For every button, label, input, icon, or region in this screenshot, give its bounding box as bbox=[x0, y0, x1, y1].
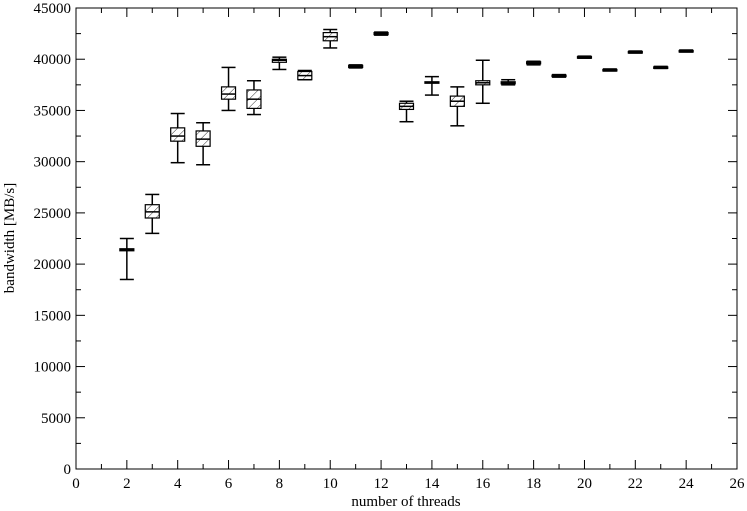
y-tick-label: 35000 bbox=[34, 103, 72, 119]
box-threads-2 bbox=[119, 237, 135, 281]
x-tick-label: 20 bbox=[577, 476, 592, 492]
x-tick-label: 14 bbox=[424, 476, 440, 492]
box-threads-23 bbox=[653, 65, 669, 70]
box-threads-24 bbox=[678, 49, 694, 53]
box-threads-12 bbox=[373, 31, 389, 36]
x-tick-label: 18 bbox=[526, 476, 541, 492]
y-tick-label: 10000 bbox=[34, 360, 72, 376]
box-threads-8 bbox=[271, 56, 287, 71]
box-threads-18 bbox=[526, 60, 542, 66]
box-threads-22 bbox=[627, 50, 643, 54]
box-threads-14 bbox=[424, 75, 440, 96]
x-tick-label: 2 bbox=[123, 476, 131, 492]
box-threads-11 bbox=[348, 64, 364, 69]
plot-area bbox=[119, 28, 694, 281]
x-tick-label: 10 bbox=[323, 476, 338, 492]
x-axis-label: number of threads bbox=[351, 494, 460, 510]
box-threads-19 bbox=[551, 73, 567, 78]
y-tick-label: 0 bbox=[64, 462, 72, 478]
x-tick-label: 6 bbox=[225, 476, 233, 492]
box-threads-3 bbox=[144, 193, 160, 235]
x-tick-label: 24 bbox=[679, 476, 695, 492]
x-tick-label: 0 bbox=[72, 476, 80, 492]
x-tick-label: 4 bbox=[174, 476, 182, 492]
x-tick-label: 16 bbox=[475, 476, 491, 492]
x-tick-label: 8 bbox=[276, 476, 284, 492]
box-threads-6 bbox=[220, 66, 237, 112]
box-threads-9 bbox=[297, 69, 313, 81]
box-threads-10 bbox=[322, 28, 338, 49]
box-threads-7 bbox=[246, 79, 262, 116]
box-threads-5 bbox=[195, 121, 211, 166]
box-threads-15 bbox=[449, 86, 465, 127]
y-tick-label: 40000 bbox=[34, 52, 72, 68]
box-threads-16 bbox=[475, 59, 491, 105]
x-tick-label: 12 bbox=[374, 476, 389, 492]
iqr-box bbox=[220, 86, 237, 100]
y-tick-label: 5000 bbox=[41, 411, 71, 427]
x-tick-label: 22 bbox=[628, 476, 643, 492]
y-tick-label: 15000 bbox=[34, 308, 72, 324]
y-tick-label: 30000 bbox=[34, 155, 72, 171]
box-threads-4 bbox=[170, 112, 186, 164]
iqr-box bbox=[170, 127, 186, 142]
y-tick-label: 25000 bbox=[34, 206, 72, 222]
x-tick-label: 26 bbox=[730, 476, 746, 492]
box-threads-20 bbox=[576, 55, 593, 59]
plot-frame bbox=[75, 7, 738, 470]
y-axis-label: bandwidth [MB/s] bbox=[2, 183, 18, 293]
y-tick-label: 45000 bbox=[34, 1, 72, 17]
box-threads-21 bbox=[602, 68, 618, 72]
x-axis: 0 2 4 6 8 10 12 14 16 18 20 22 24 26 bbox=[72, 8, 745, 492]
y-tick-label: 20000 bbox=[34, 257, 72, 273]
y-axis: 0 5000 10000 15000 20000 25000 30000 35000 40000… bbox=[34, 1, 737, 478]
box-threads-17 bbox=[500, 78, 516, 86]
box-threads-13 bbox=[398, 100, 415, 123]
